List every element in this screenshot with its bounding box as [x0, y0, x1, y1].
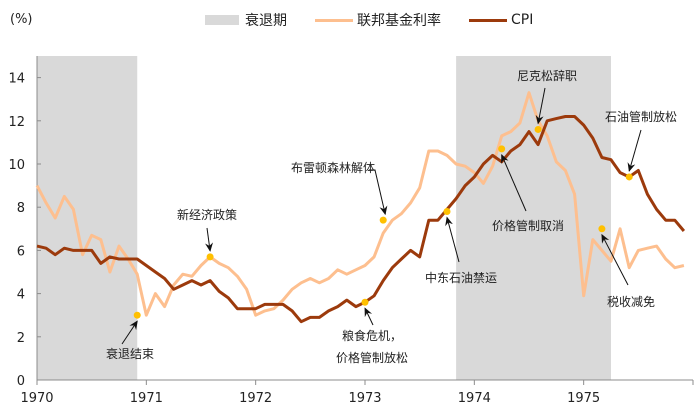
- annotation-arrow-icon: [121, 320, 138, 345]
- annotation-label: 衰退结束: [106, 346, 154, 361]
- y-tick-label: 0: [17, 374, 25, 389]
- y-axis-unit: (%): [10, 12, 33, 27]
- y-tick-label: 12: [8, 115, 25, 130]
- x-tick-label: 1972: [239, 391, 272, 406]
- annotation-marker-icon: [443, 208, 451, 216]
- annotation-label: 中东石油禁运: [425, 270, 497, 285]
- fed-funds-line-swatch-icon: [315, 18, 353, 22]
- recession-band: [37, 56, 138, 380]
- legend-item-recession: 衰退期: [205, 10, 287, 30]
- legend-item-fed-funds: 联邦基金利率: [315, 10, 441, 30]
- legend-item-cpi: CPI: [469, 12, 533, 28]
- y-tick-label: 2: [17, 331, 25, 346]
- cpi-line: [36, 115, 686, 324]
- annotation-marker-icon: [534, 125, 542, 133]
- y-tick-label: 6: [17, 244, 25, 259]
- y-tick-label: 8: [17, 201, 25, 216]
- fed-funds-line: [35, 91, 685, 317]
- annotation-label: 布雷顿森林解体: [291, 160, 375, 175]
- annotation-arrow-icon: [364, 307, 374, 326]
- annotation-marker-icon: [598, 225, 606, 233]
- annotation-arrow-icon: [501, 153, 527, 212]
- legend-label-fed-funds: 联邦基金利率: [357, 13, 441, 29]
- annotation-label: 尼克松辞职: [517, 68, 577, 83]
- x-tick-label: 1970: [20, 391, 53, 406]
- series-lines: [35, 91, 686, 324]
- y-tick-label: 14: [8, 72, 25, 87]
- annotation-marker-icon: [379, 216, 387, 224]
- annotation-arrow-icon: [601, 233, 629, 286]
- annotation-marker-icon: [625, 173, 633, 181]
- annotation-label: 价格管制放松: [336, 350, 408, 365]
- annotation-marker-icon: [206, 253, 214, 261]
- x-tick-label: 1971: [130, 391, 163, 406]
- y-tick-label: 10: [8, 158, 25, 173]
- cpi-line-swatch-icon: [469, 18, 507, 22]
- annotation-label: 价格管制取消: [492, 218, 564, 233]
- annotation-marker-icon: [133, 311, 141, 319]
- annotation-label: 石油管制放松: [605, 109, 677, 124]
- chart-legend: 衰退期 联邦基金利率 CPI: [205, 10, 561, 30]
- x-tick-label: 1973: [348, 391, 381, 406]
- x-tick-label: 1974: [458, 391, 491, 406]
- axes: 0 2 4 6 8 10 12 14 1970 1971 1972 1973 1974 1975: [8, 56, 694, 406]
- annotation-arrow-icon: [205, 227, 213, 252]
- y-tick-label: 4: [17, 288, 25, 303]
- x-tick-label: 1975: [567, 391, 600, 406]
- annotation-marker-icon: [361, 298, 369, 306]
- legend-label-recession: 衰退期: [245, 13, 287, 29]
- legend-label-cpi: CPI: [511, 12, 534, 28]
- annotation-arrow-icon: [627, 129, 642, 172]
- annotation-marker-icon: [498, 145, 506, 153]
- annotation-arrow-icon: [535, 87, 546, 125]
- annotation-arrow-icon: [445, 216, 460, 263]
- recession-swatch-icon: [205, 15, 239, 25]
- annotation-label: 粮食危机，: [342, 328, 402, 343]
- annotation-label: 新经济政策: [177, 207, 237, 222]
- annotation-label: 税收减免: [607, 294, 655, 309]
